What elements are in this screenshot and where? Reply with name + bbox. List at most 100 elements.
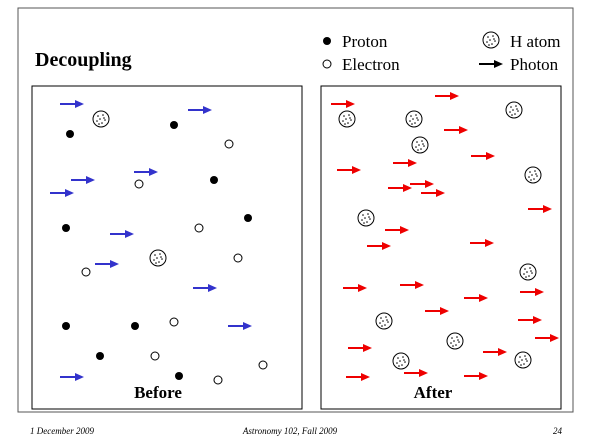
photon-head [358, 284, 367, 292]
h-atom-dot [153, 259, 155, 261]
h-atom-dot [526, 360, 528, 362]
h-atom-dot [458, 341, 460, 343]
h-atom-dot [159, 253, 161, 255]
h-atom-dot [96, 120, 98, 122]
h-atom-dot [455, 344, 457, 346]
legend-proton-icon [323, 37, 331, 45]
h-atom-dot [453, 340, 455, 342]
h-atom-dot [534, 170, 536, 172]
electron [258, 360, 268, 370]
electron [150, 351, 160, 361]
h-atom-dot [347, 122, 349, 124]
electron [233, 253, 243, 263]
h-atom-dot [412, 118, 414, 120]
photon-head [486, 152, 495, 160]
h-atom-dot [409, 120, 411, 122]
photon-head [535, 288, 544, 296]
photon-head [346, 100, 355, 108]
h-atom-dot [535, 173, 537, 175]
before-panel [31, 85, 303, 410]
h-atom-dot [524, 355, 526, 357]
h-atom-dot [523, 363, 525, 365]
h-atom-dot [415, 146, 417, 148]
h-atom-dot [515, 105, 517, 107]
h-atom-dot [382, 320, 384, 322]
h-atom-dot [531, 272, 533, 274]
h-atom-dot [363, 222, 365, 224]
proton [244, 214, 252, 222]
h-atom [411, 136, 429, 154]
h-atom-dot [519, 356, 521, 358]
title: Decoupling [35, 49, 132, 71]
h-atom-dot [366, 221, 368, 223]
proton [62, 322, 70, 330]
photon-head [208, 284, 217, 292]
photon-head [425, 180, 434, 188]
legend-h-atom-icon [482, 31, 500, 49]
h-atom-dot [452, 345, 454, 347]
h-atom-dot [511, 114, 513, 116]
h-atom [149, 249, 167, 267]
h-atom-dot [161, 258, 163, 260]
h-atom-dot [348, 114, 350, 116]
slide-frame [17, 7, 574, 413]
h-atom-dot [526, 271, 528, 273]
h-atom-dot [103, 117, 105, 119]
h-atom-dot [385, 316, 387, 318]
h-atom-dot [398, 365, 400, 367]
h-atom-dot [529, 267, 531, 269]
after-panel [320, 85, 562, 410]
h-atom-dot [423, 145, 425, 147]
h-atom [524, 166, 542, 184]
h-atom-dot [343, 115, 345, 117]
h-atom-dot [530, 270, 532, 272]
legend-photon-icon [479, 60, 503, 68]
h-atom-dot [421, 140, 423, 142]
after-label: After [414, 383, 453, 402]
photon-head [243, 322, 252, 330]
h-atom-dot [367, 213, 369, 215]
photon-head [86, 176, 95, 184]
photon-head [75, 100, 84, 108]
h-atom-dot [350, 119, 352, 121]
photon-head [440, 307, 449, 315]
proton [62, 224, 70, 232]
h-atom [338, 110, 356, 128]
footer-course: Astronomy 102, Fall 2009 [242, 426, 338, 436]
h-atom-dot [451, 337, 453, 339]
legend-electron-icon [322, 59, 332, 69]
h-atom-dot [516, 108, 518, 110]
h-atom [482, 31, 500, 49]
footer-date: 1 December 2009 [30, 426, 94, 436]
electron [169, 317, 179, 327]
h-atom [357, 209, 375, 227]
photon-head [363, 344, 372, 352]
before-label: Before [134, 383, 182, 402]
particles [50, 92, 559, 385]
photon-head [543, 205, 552, 213]
h-atom-dot [525, 358, 527, 360]
h-atom-dot [384, 324, 386, 326]
h-atom-dot [411, 123, 413, 125]
photon-head [485, 239, 494, 247]
h-atom-dot [99, 118, 101, 120]
h-atom-dot [520, 364, 522, 366]
h-atom-dot [364, 217, 366, 219]
h-atom [392, 352, 410, 370]
h-atom-dot [396, 362, 398, 364]
legend-proton: Proton [342, 32, 388, 51]
electron [81, 267, 91, 277]
h-atom-dot [342, 120, 344, 122]
h-atom-dot [530, 179, 532, 181]
photon-head [352, 166, 361, 174]
photon-head [550, 334, 559, 342]
photon-head [400, 226, 409, 234]
photon-head [125, 230, 134, 238]
photon-head [415, 281, 424, 289]
h-atom-dot [416, 117, 418, 119]
h-atom-dot [380, 317, 382, 319]
h-atom-dot [536, 175, 538, 177]
h-atom-dot [524, 268, 526, 270]
h-atom-dot [510, 106, 512, 108]
